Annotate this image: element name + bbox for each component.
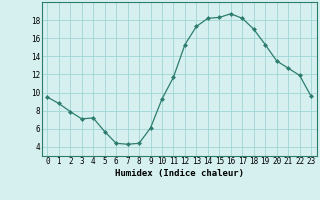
X-axis label: Humidex (Indice chaleur): Humidex (Indice chaleur) — [115, 169, 244, 178]
